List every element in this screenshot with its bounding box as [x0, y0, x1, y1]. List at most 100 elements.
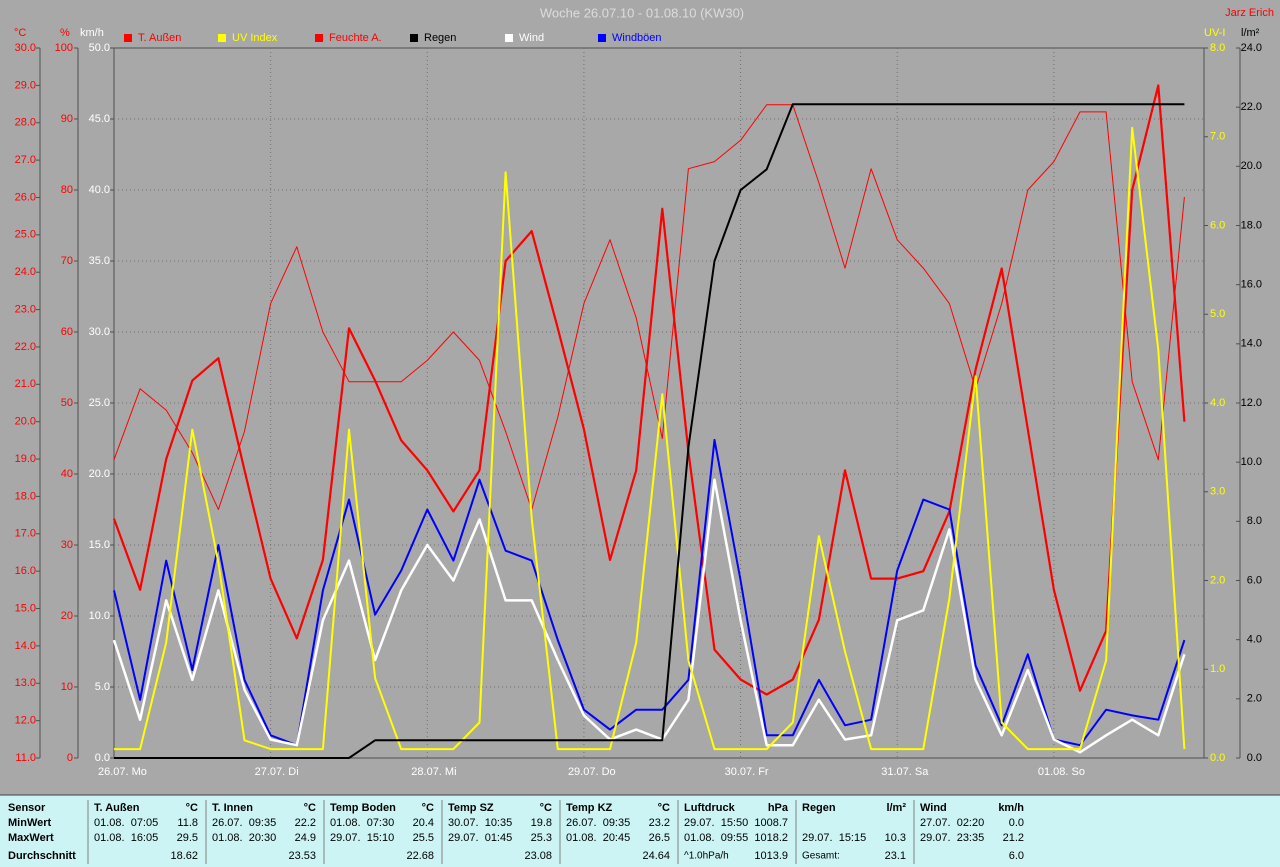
group-unit: °C — [422, 802, 434, 814]
group-name: Luftdruck — [684, 802, 736, 814]
avg-value: 22.68 — [406, 850, 434, 862]
y-tick-label: 35.0 — [89, 255, 110, 267]
axis-unit: l/m² — [1241, 27, 1260, 39]
x-tick-label: 30.07. Fr — [725, 766, 769, 778]
group-name: Regen — [802, 802, 836, 814]
stats-background — [0, 795, 1280, 867]
axis-unit: km/h — [80, 27, 104, 39]
group-name: Wind — [920, 802, 947, 814]
y-tick-label: 4.0 — [1247, 634, 1262, 646]
y-tick-label: 0.0 — [1210, 752, 1225, 764]
y-tick-label: 20.0 — [1241, 160, 1262, 172]
y-tick-label: 15.0 — [89, 539, 110, 551]
y-tick-label: 5.0 — [95, 681, 110, 693]
y-tick-label: 19.0 — [15, 453, 36, 465]
y-tick-label: 0.0 — [95, 752, 110, 764]
y-tick-label: 80 — [61, 184, 73, 196]
legend-label: UV Index — [232, 32, 278, 44]
max-value: 29.5 — [177, 832, 198, 844]
author: Jarz Erich — [1225, 7, 1274, 19]
x-tick-label: 26.07. Mo — [98, 766, 147, 778]
avg-value: 1013.9 — [754, 850, 788, 862]
legend-label: T. Außen — [138, 32, 181, 44]
y-tick-label: 8.0 — [1210, 42, 1225, 54]
avg-note: Gesamt: — [802, 851, 840, 862]
y-tick-label: 12.0 — [1241, 397, 1262, 409]
y-tick-label: 40 — [61, 468, 73, 480]
min-time: 26.07. 09:35 — [566, 817, 630, 829]
y-tick-label: 26.0 — [15, 191, 36, 203]
y-tick-label: 50.0 — [89, 42, 110, 54]
min-time: 01.08. 07:30 — [330, 817, 394, 829]
y-tick-label: 4.0 — [1210, 397, 1225, 409]
max-time: 01.08. 20:30 — [212, 832, 276, 844]
x-tick-label: 31.07. Sa — [881, 766, 929, 778]
max-value: 10.3 — [885, 832, 906, 844]
min-time: 30.07. 10:35 — [448, 817, 512, 829]
y-tick-label: 24.0 — [1241, 42, 1262, 54]
axis-unit: % — [60, 27, 70, 39]
axis-unit: °C — [14, 27, 26, 39]
max-time: 29.07. 15:10 — [330, 832, 394, 844]
y-tick-label: 45.0 — [89, 113, 110, 125]
avg-value: 23.53 — [288, 850, 316, 862]
avg-value: 24.64 — [642, 850, 670, 862]
min-time: 27.07. 02:20 — [920, 817, 984, 829]
group-name: Temp SZ — [448, 802, 494, 814]
max-value: 21.2 — [1003, 832, 1024, 844]
series-line — [112, 478, 1186, 754]
legend-label: Windböen — [612, 32, 662, 44]
min-value: 20.4 — [413, 817, 434, 829]
max-time: 29.07. 23:35 — [920, 832, 984, 844]
y-tick-label: 18.0 — [1241, 219, 1262, 231]
y-tick-label: 12.0 — [15, 715, 36, 727]
avg-value: 18.62 — [170, 850, 198, 862]
min-value: 11.8 — [177, 817, 198, 829]
legend-swatch — [315, 34, 323, 42]
avg-note: ^1.0hPa/h — [684, 851, 729, 862]
y-tick-label: 10 — [61, 681, 73, 693]
row-label: MaxWert — [8, 832, 54, 844]
max-time: 01.08. 20:45 — [566, 832, 630, 844]
y-tick-label: 27.0 — [15, 154, 36, 166]
y-tick-label: 7.0 — [1210, 131, 1225, 143]
legend-label: Wind — [519, 32, 544, 44]
x-tick-label: 29.07. Do — [568, 766, 616, 778]
y-tick-label: 25.0 — [89, 397, 110, 409]
x-tick-label: 28.07. Mi — [411, 766, 456, 778]
y-tick-label: 29.0 — [15, 79, 36, 91]
y-tick-label: 5.0 — [1210, 308, 1225, 320]
y-tick-label: 100 — [55, 42, 73, 54]
x-tick-label: 27.07. Di — [255, 766, 299, 778]
y-tick-label: 13.0 — [15, 677, 36, 689]
y-tick-label: 1.0 — [1210, 663, 1225, 675]
group-unit: hPa — [768, 802, 789, 814]
y-tick-label: 24.0 — [15, 266, 36, 278]
series-line — [112, 84, 1186, 696]
y-tick-label: 50 — [61, 397, 73, 409]
y-tick-label: 3.0 — [1210, 486, 1225, 498]
series-line — [114, 103, 1185, 759]
y-tick-label: 15.0 — [15, 602, 36, 614]
y-tick-label: 20.0 — [15, 416, 36, 428]
legend-swatch — [124, 34, 132, 42]
max-time: 01.08. 09:55 — [684, 832, 748, 844]
y-tick-label: 8.0 — [1247, 515, 1262, 527]
group-unit: °C — [658, 802, 670, 814]
y-tick-label: 17.0 — [15, 528, 36, 540]
group-name: Temp Boden — [330, 802, 396, 814]
y-tick-label: 2.0 — [1247, 693, 1262, 705]
y-tick-label: 14.0 — [1241, 338, 1262, 350]
y-tick-label: 6.0 — [1210, 219, 1225, 231]
row-label: Sensor — [8, 802, 46, 814]
y-tick-label: 6.0 — [1247, 574, 1262, 586]
axis-unit: UV-I — [1204, 27, 1225, 39]
chart-background — [0, 0, 1280, 795]
series-line — [113, 104, 1185, 510]
group-unit: °C — [304, 802, 316, 814]
y-tick-label: 18.0 — [15, 490, 36, 502]
y-tick-label: 10.0 — [89, 610, 110, 622]
x-tick-label: 01.08. So — [1038, 766, 1085, 778]
legend-swatch — [410, 34, 418, 42]
